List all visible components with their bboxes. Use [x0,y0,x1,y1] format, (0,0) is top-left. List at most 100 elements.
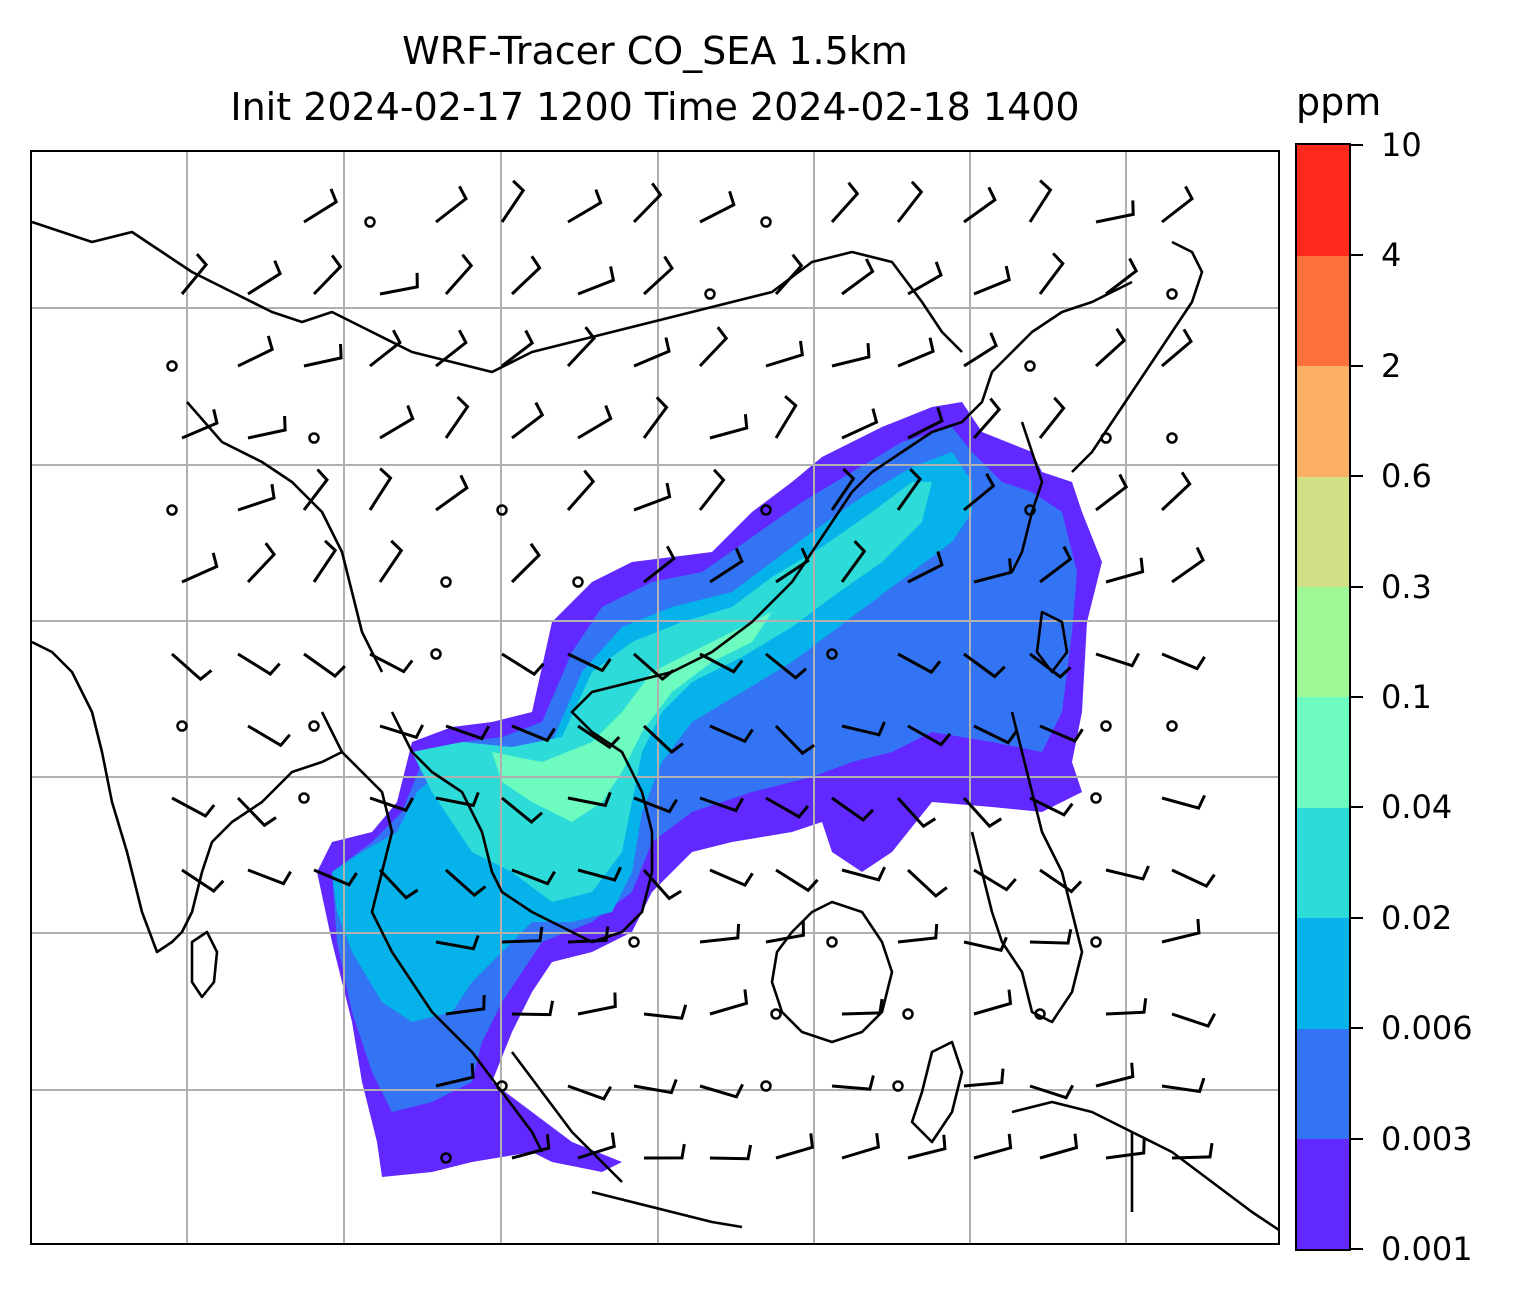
wind-barb [567,1084,613,1101]
wind-barb [567,652,612,673]
wind-barb [577,1132,616,1160]
wind-barb [897,652,942,675]
calm-wind-marker [166,504,178,516]
wind-barbs [166,179,1217,1164]
wind-barb [501,329,535,368]
colorbar-tick-label: 0.1 [1381,678,1432,716]
wind-barb [1161,794,1206,810]
wind-barb [906,868,948,898]
colorbar-segment [1297,807,1349,919]
wind-barb [1094,327,1127,368]
wind-barb [841,721,886,737]
wind-barb [774,395,798,439]
wind-barb [830,467,856,511]
colorbar [1295,143,1351,1251]
wind-barb [963,1068,1005,1088]
colorbar-tick [1351,254,1363,257]
wind-barb [444,395,470,439]
wind-barb [633,482,672,512]
wind-barb [501,652,545,677]
wind-barb [642,396,669,439]
wind-barb [369,652,414,674]
colorbar-tick [1351,1137,1363,1140]
colorbar-tick [1351,1248,1363,1250]
wind-barb [897,337,935,368]
calm-wind-marker [496,1080,508,1092]
wind-barb [445,994,486,1016]
wind-barb [1105,557,1145,584]
wind-barb [765,652,808,680]
calm-wind-marker [1090,936,1102,948]
wind-barb [632,182,663,224]
wind-barb [510,255,542,296]
calm-wind-marker [298,792,310,804]
wind-barb [841,408,879,440]
wind-barb [302,468,329,511]
colorbar-tick [1351,475,1363,478]
wind-barb [445,724,491,741]
wind-barb [577,266,616,296]
wind-barb [699,923,741,944]
wind-barb [379,724,425,740]
calm-wind-marker [1100,432,1112,444]
wind-barb [643,545,676,584]
colorbar-segment [1297,1138,1349,1250]
colorbar-tick [1351,364,1363,367]
calm-wind-marker [628,936,640,948]
wind-barb [435,474,469,512]
wind-barb [1039,545,1073,584]
wind-barb [303,652,346,678]
wind-barb [511,1133,551,1160]
wind-barb [699,1083,744,1099]
wind-barb [1105,1138,1146,1160]
wind-barb [1105,257,1139,296]
wind-barb [246,542,277,584]
calm-wind-marker [1166,720,1178,732]
calm-wind-marker [308,720,320,732]
wind-barb [774,724,815,756]
wind-barb [237,335,274,368]
colorbar-tick-label: 0.04 [1381,788,1453,827]
coastline-srilanka [190,930,219,999]
wind-barb [1171,546,1205,584]
wind-barb [973,868,1017,892]
calm-wind-marker [902,1008,914,1020]
wind-barb [972,397,1002,439]
wind-barb [775,868,819,893]
wind-barb [1039,724,1084,743]
wind-barb [567,926,610,944]
wind-barb [973,989,1013,1016]
colorbar-tick-label: 0.001 [1381,1230,1473,1268]
coastline-india [32,640,343,954]
wind-barb [510,542,541,584]
wind-barb [511,868,556,886]
wind-barb [1038,396,1066,439]
coastline-borneo [770,900,894,1044]
wind-barb [963,652,1006,679]
colorbar-tick-label: 0.02 [1381,898,1453,937]
calm-wind-marker [1166,432,1178,444]
wind-barb [567,791,612,808]
wind-barb [765,796,810,819]
wind-barb [1160,471,1192,512]
colorbar-tick [1351,1027,1363,1030]
wind-barb [379,272,419,296]
wind-barb [567,189,603,224]
wind-barb [511,1000,555,1017]
wind-barb [907,261,943,296]
coastlines [32,220,1278,1231]
wind-barb [841,866,886,882]
wind-barb [1028,179,1053,223]
calm-wind-marker [430,648,442,660]
calm-wind-marker [440,576,452,588]
wind-barb [907,1134,947,1160]
colorbar-segment [1297,917,1349,1029]
wind-barb [698,468,726,511]
map-panel [30,150,1280,1245]
calm-wind-marker [1166,288,1178,300]
coastline-indochina [390,491,854,944]
wind-barb [566,326,596,368]
coastline-china-east [851,280,1133,493]
wind-barb [577,405,613,440]
wind-barb [831,796,875,822]
